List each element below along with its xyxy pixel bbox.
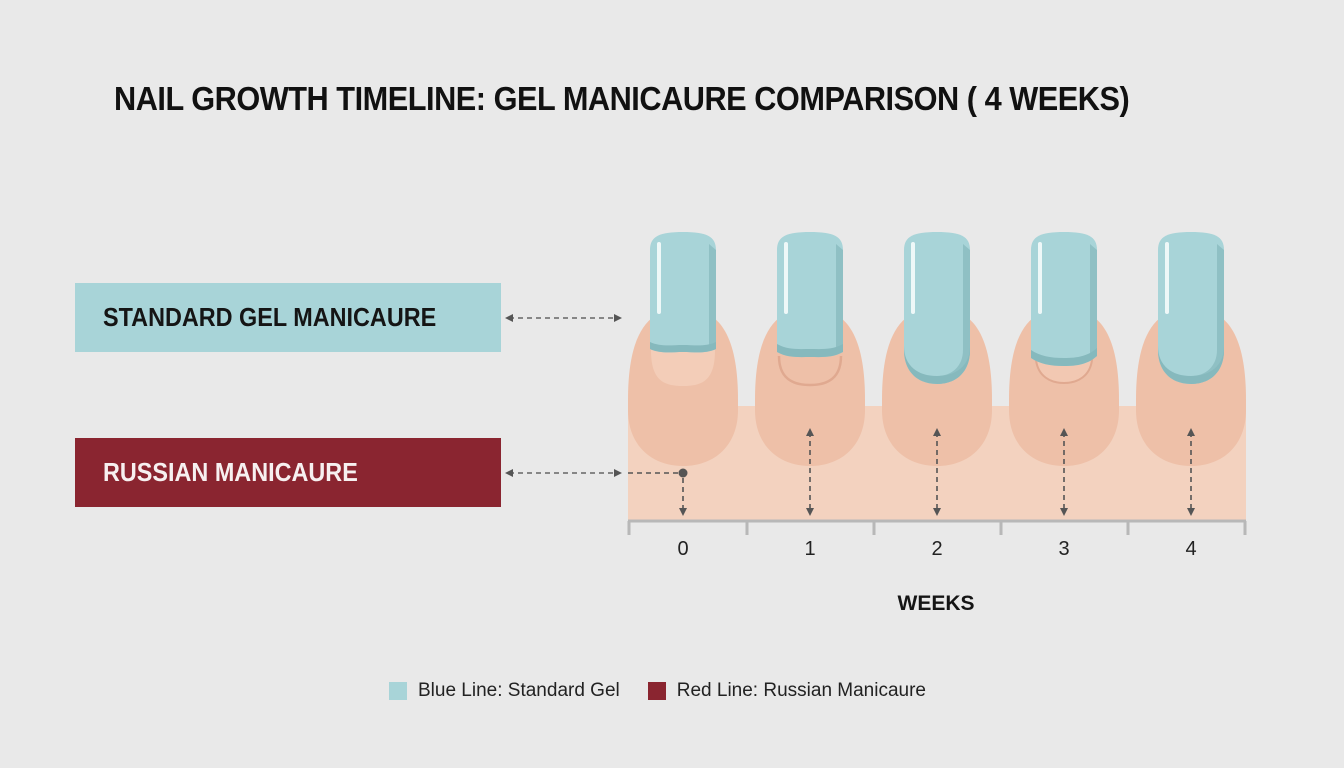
legend-swatch-blue <box>389 682 407 700</box>
legend-item-standard: Blue Line: Standard Gel <box>389 680 620 702</box>
standard-gel-label: STANDARD GEL MANICAURE <box>75 283 501 352</box>
russian-week0-marker <box>628 468 688 516</box>
finger-week-2 <box>882 232 992 466</box>
finger-week-0 <box>628 232 738 466</box>
x-axis <box>627 519 1247 535</box>
gel-nail-week-0 <box>650 232 716 353</box>
russian-manicure-label-text: RUSSIAN MANICAURE <box>103 457 358 487</box>
tick-label-week-2: 2 <box>931 538 943 560</box>
legend-item-russian: Red Line: Russian Manicaure <box>647 680 926 702</box>
tick-label-week-1: 1 <box>804 538 816 560</box>
tick-label-week-0: 0 <box>677 538 689 560</box>
legend-swatch-red <box>647 682 666 700</box>
russian-manicure-label: RUSSIAN MANICAURE <box>75 438 501 507</box>
page-title: NAIL GROWTH TIMELINE: GEL MANICAURE COMP… <box>114 80 1130 117</box>
finger-week-1 <box>755 232 865 466</box>
finger-week-3 <box>1009 232 1119 466</box>
legend-label-russian: Red Line: Russian Manicaure <box>676 680 926 701</box>
legend: Blue Line: Standard Gel Red Line: Russia… <box>389 680 926 702</box>
standard-gel-label-text: STANDARD GEL MANICAURE <box>103 302 437 332</box>
tick-label-week-4: 4 <box>1185 538 1197 560</box>
tick-label-week-3: 3 <box>1058 538 1070 560</box>
finger-week-4 <box>1136 232 1246 466</box>
legend-label-standard: Blue Line: Standard Gel <box>418 680 620 701</box>
x-axis-label: WEEKS <box>897 592 975 615</box>
